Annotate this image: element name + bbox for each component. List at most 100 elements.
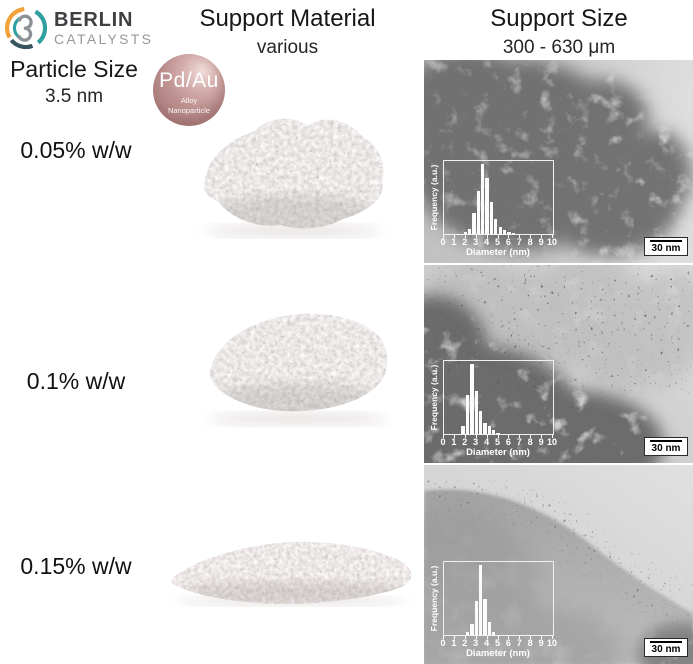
scale-bar-line: [650, 641, 682, 643]
x-tick-label: 3: [473, 237, 479, 247]
histogram-x-ticks: 0 1 2 3 4 5 6 7 8 9 10: [440, 235, 557, 247]
histogram-bar: [463, 232, 467, 234]
histogram-bar: [474, 391, 478, 434]
histogram-x-label: Diameter (nm): [466, 247, 530, 258]
x-tick-mark: [486, 235, 488, 238]
histogram-bar: [485, 178, 489, 234]
x-tick-mark: [508, 235, 510, 238]
histogram-bar: [507, 232, 511, 234]
nanoparticle-formula: Pd/Au: [159, 69, 219, 92]
x-tick-mark: [453, 235, 455, 238]
x-tick-label: 7: [516, 437, 522, 447]
histogram-bar: [494, 219, 498, 234]
x-tick-mark: [552, 235, 553, 238]
x-tick-mark: [443, 235, 444, 238]
scale-bar-line: [650, 440, 682, 442]
scale-bar-row1: 30 nm: [644, 237, 688, 256]
x-tick-label: 8: [527, 638, 533, 648]
histogram-bar: [474, 601, 478, 635]
histogram-x-ticks: 0 1 2 3 4 5 6 7 8 9 10: [440, 435, 557, 447]
x-tick-label: 5: [494, 437, 501, 447]
histogram-bar: [496, 433, 500, 434]
x-tick-label: 0: [440, 638, 446, 648]
x-tick-label: 4: [484, 437, 490, 447]
x-tick-mark: [541, 435, 543, 438]
tem-image-row1: [424, 60, 693, 263]
loading-label-row2: 0.1% w/w: [26, 368, 126, 394]
histogram-bar: [491, 430, 496, 434]
x-tick-label: 8: [527, 437, 533, 447]
x-tick-mark: [497, 435, 499, 438]
histogram-bar: [478, 411, 483, 434]
histogram-plot-area: [443, 360, 554, 435]
brand-logo: BERLIN CATALYSTS: [4, 6, 153, 50]
histogram-bar: [483, 423, 487, 434]
support-material-label: Support Material: [199, 5, 376, 32]
berlin-catalysts-logo-icon: [4, 7, 48, 50]
x-tick-mark: [497, 235, 499, 238]
x-tick-label: 2: [462, 638, 468, 648]
x-tick-label: 0: [440, 437, 446, 447]
histogram-bar: [470, 624, 474, 635]
scale-bar-line: [650, 240, 682, 242]
x-tick-label: 7: [516, 237, 522, 247]
particle-size-header: Particle Size 3.5 nm: [0, 56, 148, 108]
histogram-y-label: Frequency (a.u.): [429, 164, 439, 231]
histogram-bar: [465, 632, 470, 635]
x-tick-mark: [541, 235, 543, 238]
histogram-bar: [476, 191, 481, 234]
x-tick-label: 1: [451, 437, 457, 447]
x-tick-mark: [552, 636, 553, 639]
x-tick-mark: [453, 636, 455, 639]
tem-image-row3: [424, 465, 693, 664]
x-tick-mark: [519, 435, 521, 438]
x-tick-mark: [486, 435, 488, 438]
histogram-bar: [465, 395, 470, 434]
x-tick-label: 6: [505, 437, 511, 447]
x-tick-label: 2: [462, 237, 468, 247]
histogram-bar: [491, 632, 496, 635]
histogram-bar: [511, 233, 515, 234]
x-tick-label: 8: [527, 237, 533, 247]
histogram-plot-area: [443, 160, 554, 235]
x-tick-mark: [552, 435, 553, 438]
scale-bar-label: 30 nm: [651, 243, 681, 254]
histogram-bar: [489, 202, 494, 234]
x-tick-label: 4: [484, 237, 490, 247]
scale-bar-row3: 30 nm: [644, 638, 688, 657]
brand-wordmark: BERLIN CATALYSTS: [54, 10, 153, 46]
histogram-bar: [498, 227, 502, 234]
histogram-plot-area: [443, 561, 554, 636]
histogram-bar: [481, 164, 485, 234]
particle-size-histogram-row1: Frequency (a.u.) 0 1 2 3 4 5 6 7 8 9 10 Diameter (…: [429, 160, 557, 261]
support-material-header: Support Material various: [175, 5, 400, 58]
histogram-bar: [502, 230, 507, 234]
x-tick-label: 6: [505, 237, 511, 247]
tem-image-row2: [424, 265, 693, 463]
particle-size-histogram-row2: Frequency (a.u.) 0 1 2 3 4 5 6 7 8 9 10 Diameter (…: [429, 360, 557, 461]
support-material-photo-row3: [166, 527, 422, 607]
x-tick-mark: [541, 636, 543, 639]
x-tick-mark: [464, 435, 466, 438]
x-tick-label: 10: [546, 437, 558, 447]
histogram-bar: [487, 426, 491, 434]
x-tick-mark: [497, 636, 499, 639]
x-tick-mark: [530, 435, 532, 438]
support-size-value: 300 - 630 μm: [502, 36, 616, 58]
loading-label-row3: 0.15% w/w: [20, 553, 132, 579]
x-tick-mark: [464, 235, 466, 238]
x-tick-label: 9: [538, 237, 544, 247]
x-tick-mark: [519, 235, 521, 238]
brand-name-line2: CATALYSTS: [54, 31, 154, 47]
x-tick-label: 1: [451, 237, 457, 247]
histogram-bar: [483, 599, 487, 635]
histogram-x-label: Diameter (nm): [466, 648, 530, 659]
x-tick-label: 3: [473, 638, 479, 648]
x-tick-label: 5: [494, 237, 501, 247]
x-tick-mark: [475, 435, 477, 438]
x-tick-label: 9: [538, 437, 544, 447]
histogram-y-label: Frequency (a.u.): [429, 565, 439, 632]
particle-size-histogram-row3: Frequency (a.u.) 0 1 2 3 4 5 6 7 8 9 10 Diameter (…: [429, 561, 557, 662]
x-tick-mark: [508, 636, 510, 639]
